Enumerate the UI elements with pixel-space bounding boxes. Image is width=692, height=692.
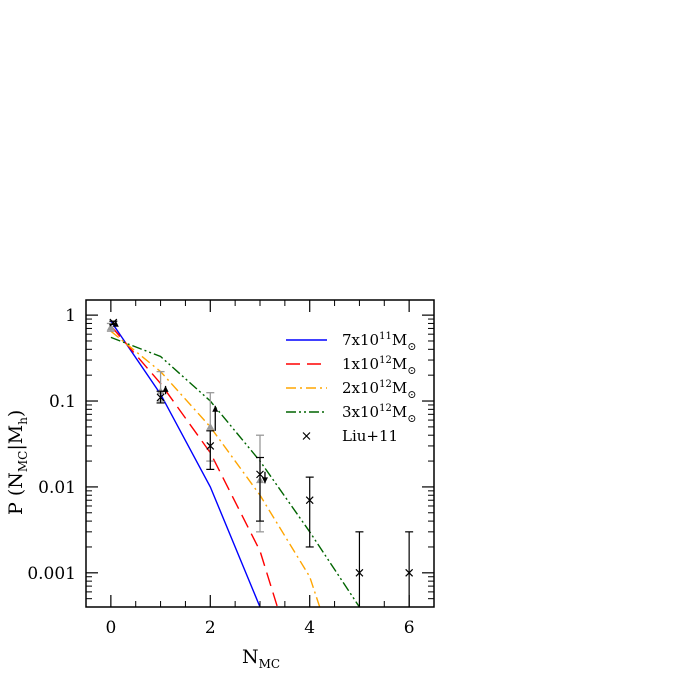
obs-point <box>305 496 314 505</box>
x-tick-label: 4 <box>304 618 315 638</box>
legend-label-3: 2x1012M⊙ <box>342 379 416 401</box>
legend-label-4: 3x1012M⊙ <box>342 403 416 425</box>
arrow-head <box>212 405 219 412</box>
arrow-head <box>162 385 169 392</box>
y-tick-label: 0.001 <box>27 564 76 584</box>
series-layer <box>110 320 360 607</box>
arrow-head <box>261 477 268 484</box>
legend-label-2: 1x1012M⊙ <box>342 355 416 377</box>
points-layer <box>106 318 414 607</box>
series-line-1 <box>110 320 261 607</box>
y-axis-label: P (NMC|Mh) <box>5 410 30 515</box>
series-line-4 <box>110 336 360 607</box>
arrow-head <box>112 320 119 327</box>
legend: 7x1011M⊙1x1012M⊙2x1012M⊙3x1012M⊙ Liu+11 <box>286 331 416 445</box>
x-tick-label: 2 <box>205 618 216 638</box>
x-tick-label: 0 <box>105 618 116 638</box>
gray-point <box>106 323 115 331</box>
legend-label-1: 7x1011M⊙ <box>342 331 416 353</box>
gray-point <box>206 422 215 430</box>
legend-label-obs: Liu+11 <box>342 427 398 445</box>
obs-point <box>206 442 215 450</box>
obs-point <box>355 568 364 577</box>
y-tick-label: 0.1 <box>49 392 76 412</box>
x-tick-label: 6 <box>404 618 415 638</box>
obs-point <box>156 393 165 402</box>
series-line-3 <box>110 330 321 607</box>
ticks-layer: 0 2 4 6 0.001 0.01 0.1 1 <box>27 300 435 638</box>
series-line-2 <box>110 325 279 607</box>
obs-point <box>256 470 264 479</box>
y-tick-label: 1 <box>65 306 76 326</box>
y-tick-label: 0.01 <box>38 478 76 498</box>
legend-obs-marker <box>302 432 311 440</box>
obs-point <box>405 568 414 577</box>
x-axis-label: NMC <box>242 646 280 671</box>
